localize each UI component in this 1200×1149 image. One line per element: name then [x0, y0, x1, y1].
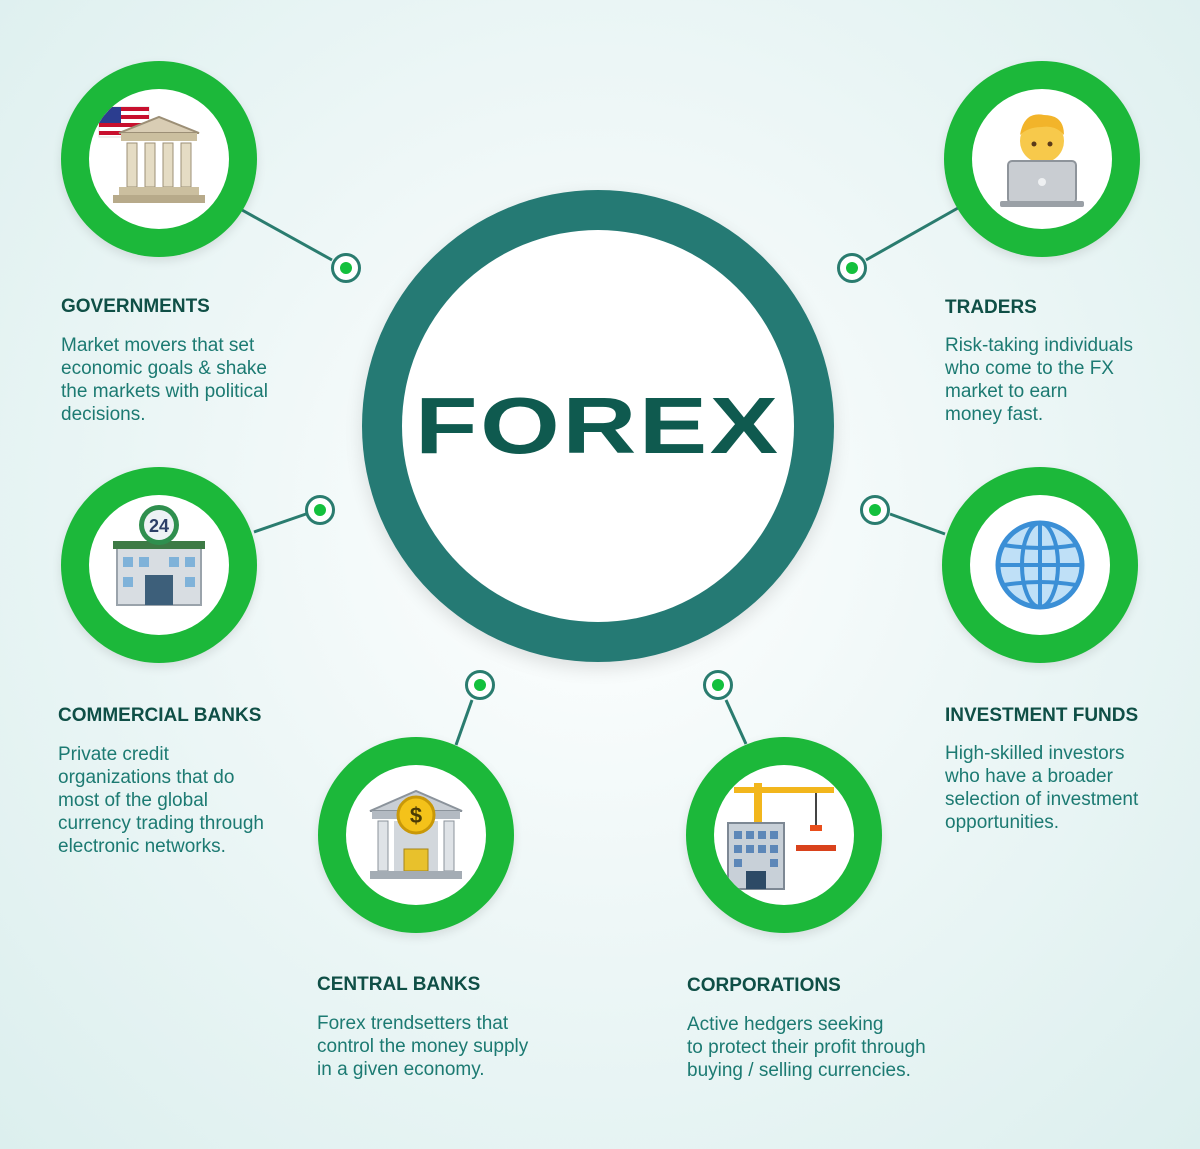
investment-funds-connector-dot: [860, 495, 890, 525]
commercial-banks-title: COMMERCIAL BANKS: [58, 705, 262, 726]
central-banks-description: Forex trendsetters that control the mone…: [317, 1013, 529, 1080]
forex-center-disc: FOREX: [402, 230, 794, 622]
traders-description: Risk-taking individuals who come to the …: [945, 335, 1133, 425]
corporations-description: Active hedgers seeking to protect their …: [687, 1014, 926, 1081]
corporations-title: CORPORATIONS: [687, 975, 841, 996]
bank-24-label: 24: [149, 516, 169, 536]
person-with-laptop-icon: [1000, 114, 1084, 207]
governments-connector-dot: [331, 253, 361, 283]
bank-with-flag-icon: [98, 106, 205, 203]
dollar-sign-label: $: [410, 803, 422, 828]
connector-corporations: [724, 699, 748, 745]
corporations-node: [686, 737, 882, 933]
forex-center-label: FOREX: [415, 381, 781, 470]
traders-node: [944, 61, 1140, 257]
central-banks-title: CENTRAL BANKS: [317, 974, 481, 995]
forex-center-ring: FOREX: [362, 190, 834, 662]
central-banks-connector-dot: [465, 670, 495, 700]
connector-traders: [865, 206, 959, 262]
governments-description: Market movers that set economic goals & …: [61, 335, 268, 425]
central-banks-node: $: [318, 737, 514, 933]
bank-24-hours-icon: 24: [113, 505, 205, 606]
globe-icon: [995, 520, 1085, 610]
investment-funds-description: High-skilled investors who have a broade…: [945, 743, 1139, 833]
office-construction-icon: [727, 783, 836, 890]
connector-commercial-banks: [253, 512, 307, 534]
commercial-banks-connector-dot: [305, 495, 335, 525]
connector-central-banks: [454, 699, 474, 746]
commercial-banks-node: 24: [61, 467, 257, 663]
governments-node: [61, 61, 257, 257]
traders-connector-dot: [837, 253, 867, 283]
bank-dollar-icon: $: [369, 789, 463, 879]
commercial-banks-description: Private credit organizations that do mos…: [58, 744, 264, 857]
investment-funds-node: [942, 467, 1138, 663]
corporations-connector-dot: [703, 670, 733, 700]
traders-title: TRADERS: [945, 297, 1037, 318]
investment-funds-title: INVESTMENT FUNDS: [945, 705, 1139, 726]
connector-governments: [241, 208, 333, 262]
governments-title: GOVERNMENTS: [61, 296, 210, 317]
connector-investment-funds: [889, 512, 946, 536]
